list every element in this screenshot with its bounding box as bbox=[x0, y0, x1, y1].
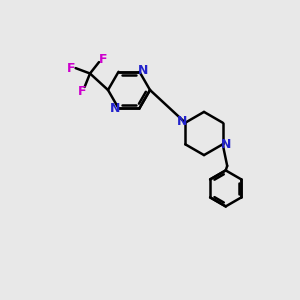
Text: F: F bbox=[99, 53, 107, 66]
Text: N: N bbox=[176, 115, 187, 128]
Text: N: N bbox=[221, 138, 232, 151]
Text: N: N bbox=[138, 64, 148, 77]
Text: N: N bbox=[110, 102, 120, 115]
Text: F: F bbox=[78, 85, 86, 98]
Text: F: F bbox=[67, 61, 75, 75]
